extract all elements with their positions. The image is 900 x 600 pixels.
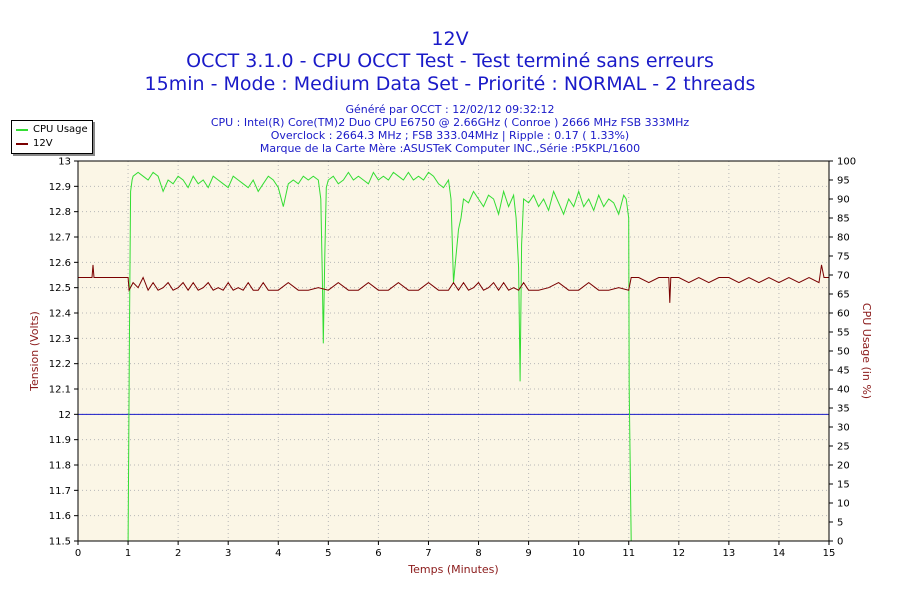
y2-tick-label: 70 [837, 271, 850, 282]
y-axis-title: Tension (Volts) [28, 311, 41, 392]
y2-tick-label: 35 [837, 404, 850, 415]
y-tick-label: 12.1 [49, 385, 71, 396]
y2-tick-label: 45 [837, 366, 850, 377]
y-tick-label: 12.9 [49, 182, 71, 193]
x-tick-label: 5 [325, 548, 331, 559]
x-tick-label: 14 [773, 548, 786, 559]
y2-tick-label: 20 [837, 461, 850, 472]
y2-tick-label: 30 [837, 423, 850, 434]
x-tick-label: 7 [425, 548, 431, 559]
x-tick-label: 1 [125, 548, 131, 559]
x-tick-label: 12 [672, 548, 685, 559]
info-motherboard: Marque de la Carte Mère :ASUSTeK Compute… [259, 142, 641, 155]
y-tick-label: 12.3 [49, 334, 71, 345]
y-tick-label: 12 [58, 410, 71, 421]
y-tick-label: 12.8 [49, 207, 71, 218]
legend-label-12v: 12V [33, 138, 53, 149]
chart-title: 12V [431, 28, 469, 50]
legend-swatch-cpu-usage [16, 129, 28, 131]
y2-tick-label: 0 [837, 537, 843, 548]
y2-tick-label: 25 [837, 442, 850, 453]
x-axis-title: Temps (Minutes) [407, 563, 498, 576]
legend-swatch-12v [16, 143, 28, 145]
y2-tick-label: 55 [837, 328, 850, 339]
y2-tick-label: 75 [837, 252, 850, 263]
x-tick-label: 11 [622, 548, 635, 559]
y-tick-label: 11.5 [49, 537, 71, 548]
x-tick-label: 6 [375, 548, 381, 559]
x-tick-label: 4 [275, 548, 281, 559]
x-tick-label: 13 [722, 548, 735, 559]
y-tick-label: 11.9 [49, 435, 71, 446]
y2-tick-label: 90 [837, 195, 850, 206]
y-tick-label: 11.6 [49, 511, 71, 522]
y2-tick-label: 95 [837, 176, 850, 187]
x-tick-label: 2 [175, 548, 181, 559]
y2-tick-label: 100 [837, 157, 856, 168]
y2-tick-label: 60 [837, 309, 850, 320]
y2-axis-title: CPU Usage (in %) [860, 303, 873, 399]
x-tick-label: 10 [572, 548, 585, 559]
y2-tick-label: 85 [837, 214, 850, 225]
y2-tick-label: 15 [837, 480, 850, 491]
y-tick-label: 11.7 [49, 486, 71, 497]
plot-frame [77, 160, 830, 542]
y-tick-label: 12.7 [49, 233, 71, 244]
y2-tick-label: 5 [837, 518, 843, 529]
y-tick-label: 12.4 [49, 309, 71, 320]
y-tick-label: 12.2 [49, 359, 71, 370]
series-line-12v [78, 264, 829, 303]
series-line-cpu-usage [78, 171, 829, 542]
y-tick-label: 11.8 [49, 461, 71, 472]
x-tick-label: 8 [475, 548, 481, 559]
chart-legend: CPU Usage 12V [11, 120, 93, 154]
info-cpu: CPU : Intel(R) Core(TM)2 Duo CPU E6750 @… [210, 116, 690, 129]
info-generated: Généré par OCCT : 12/02/12 09:32:12 [345, 103, 555, 116]
y-tick-label: 12.6 [49, 258, 71, 269]
y-tick-label: 13 [58, 157, 71, 168]
x-tick-label: 15 [823, 548, 836, 559]
x-tick-label: 9 [525, 548, 531, 559]
plot-area [78, 161, 829, 541]
x-tick-label: 3 [225, 548, 231, 559]
info-overclock: Overclock : 2664.3 MHz ; FSB 333.04MHz |… [270, 129, 630, 142]
y2-tick-label: 40 [837, 385, 850, 396]
chart-subtitle-mode: 15min - Mode : Medium Data Set - Priorit… [144, 73, 756, 95]
y-tick-label: 12.5 [49, 283, 71, 294]
y2-tick-label: 80 [837, 233, 850, 244]
chart-subtitle-test: OCCT 3.1.0 - CPU OCCT Test - Test termin… [186, 50, 714, 72]
y2-tick-label: 50 [837, 347, 850, 358]
y2-tick-label: 10 [837, 499, 850, 510]
legend-label-cpu-usage: CPU Usage [33, 124, 88, 135]
y2-tick-label: 65 [837, 290, 850, 301]
x-tick-label: 0 [75, 548, 81, 559]
